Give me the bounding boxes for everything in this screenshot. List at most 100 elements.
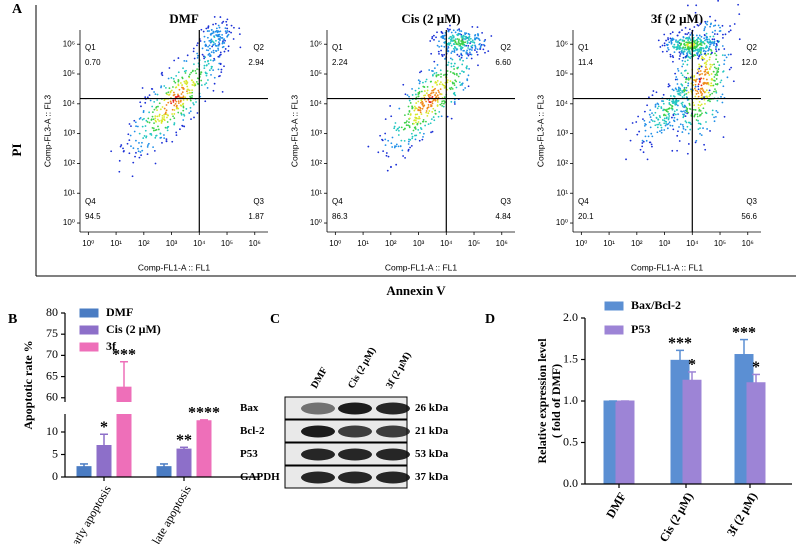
density-dot — [141, 87, 144, 89]
density-dot — [446, 115, 449, 118]
density-dot — [677, 130, 679, 133]
density-dot — [428, 110, 431, 112]
density-dot — [208, 52, 211, 55]
density-dot — [667, 118, 670, 121]
density-dot — [655, 116, 658, 119]
density-dot — [686, 125, 689, 128]
density-dot — [654, 124, 657, 127]
density-dot — [119, 145, 122, 148]
density-dot — [414, 126, 417, 129]
density-dot — [177, 84, 180, 87]
density-dot — [440, 115, 443, 118]
density-dot — [667, 47, 669, 49]
density-dot — [713, 66, 716, 69]
density-dot — [687, 77, 690, 80]
density-dot — [147, 142, 150, 145]
density-dot — [482, 48, 485, 51]
density-dot — [167, 91, 170, 94]
density-dot — [693, 45, 696, 48]
density-dot — [709, 100, 711, 103]
density-dot — [451, 58, 454, 61]
density-dot — [158, 115, 161, 117]
density-dot — [715, 50, 718, 53]
density-dot — [695, 46, 698, 49]
density-dot — [226, 29, 229, 32]
density-dot — [430, 52, 433, 55]
y-tick-label: 60 — [46, 390, 58, 404]
density-dot — [720, 95, 722, 98]
density-dot — [403, 114, 406, 117]
density-dot — [715, 72, 718, 75]
density-dot — [727, 53, 730, 56]
density-dot — [126, 142, 129, 145]
density-dot — [462, 37, 465, 40]
density-dot — [468, 67, 471, 70]
density-dot — [421, 107, 424, 110]
density-dot — [220, 37, 223, 39]
density-dot — [693, 104, 696, 107]
density-dot — [704, 47, 707, 49]
density-dot — [461, 63, 464, 66]
density-dot — [663, 113, 666, 116]
density-dot — [712, 70, 715, 73]
density-dot — [646, 104, 649, 107]
x-axis-label: Comp-FL1-A :: FL1 — [631, 262, 704, 272]
density-dot — [384, 118, 387, 120]
density-dot — [677, 41, 680, 43]
density-dot — [466, 49, 469, 52]
density-dot — [207, 45, 210, 48]
density-dot — [465, 67, 468, 70]
density-dot — [161, 141, 163, 144]
density-dot — [696, 115, 699, 118]
density-dot — [672, 89, 675, 92]
density-dot — [129, 134, 132, 137]
blot-band — [338, 471, 372, 484]
density-dot — [403, 139, 406, 142]
density-dot — [135, 125, 137, 128]
density-dot — [455, 48, 458, 51]
density-dot — [452, 72, 454, 74]
density-dot — [431, 69, 433, 72]
density-dot — [724, 54, 726, 57]
quadrant-percent: 20.1 — [578, 212, 594, 221]
density-dot — [711, 64, 714, 66]
density-dot — [684, 46, 687, 49]
significance: *** — [668, 335, 692, 352]
density-dot — [678, 46, 681, 48]
density-dot — [163, 137, 166, 140]
density-dot — [476, 33, 479, 35]
density-dot — [425, 110, 428, 112]
density-dot — [678, 92, 681, 95]
density-dot — [427, 104, 430, 106]
density-dot — [465, 32, 468, 35]
density-dot — [452, 35, 455, 38]
density-dot — [421, 138, 424, 141]
density-dot — [673, 43, 676, 46]
density-dot — [442, 74, 445, 77]
density-dot — [419, 71, 421, 74]
density-dot — [685, 86, 688, 89]
density-dot — [683, 42, 686, 45]
density-dot — [650, 118, 653, 121]
density-dot — [138, 118, 141, 120]
density-dot — [453, 82, 456, 85]
density-dot — [639, 148, 642, 151]
density-dot — [672, 128, 675, 131]
density-dot — [425, 78, 428, 81]
density-dot — [453, 39, 456, 42]
density-dot — [676, 90, 679, 93]
density-dot — [418, 91, 421, 93]
density-dot — [462, 71, 465, 73]
density-dot — [140, 105, 142, 108]
density-dot — [441, 100, 444, 103]
density-dot — [460, 48, 463, 51]
density-dot — [166, 121, 169, 123]
density-dot — [713, 63, 715, 66]
density-dot — [717, 24, 720, 27]
density-dot — [665, 110, 668, 113]
density-dot — [172, 77, 175, 80]
density-dot — [671, 116, 673, 119]
density-dot — [164, 126, 167, 129]
density-dot — [165, 104, 168, 106]
density-dot — [411, 94, 414, 96]
